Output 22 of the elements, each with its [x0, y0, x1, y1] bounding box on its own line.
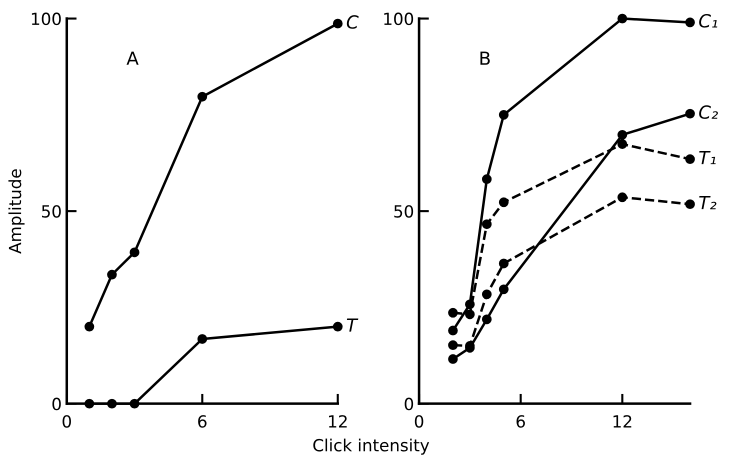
y-axis-title: Amplitude: [8, 169, 25, 254]
x-tick-label: 6: [198, 415, 207, 428]
y-tick-label: 50: [42, 205, 61, 218]
x-tick-label: 0: [62, 415, 71, 428]
x-tick-label: 12: [329, 415, 347, 428]
annotation: A: [126, 52, 139, 65]
annotation: B: [480, 52, 490, 65]
y-tick-label: 100: [32, 12, 61, 26]
series-label: C₁: [699, 14, 718, 28]
series-label: T₁: [699, 150, 716, 164]
x-tick-label: 0: [414, 415, 424, 428]
y-tick-label: 0: [52, 398, 61, 410]
series-label: C₂: [699, 105, 718, 119]
x-tick-label: 6: [516, 415, 525, 428]
y-tick-label: 100: [384, 12, 414, 26]
y-tick-label: 0: [404, 398, 414, 410]
series-label: C: [346, 15, 359, 29]
x-tick-label: 12: [614, 415, 632, 428]
y-tick-label: 50: [394, 205, 414, 218]
series-label: T: [346, 318, 358, 332]
series-label: T₂: [699, 196, 716, 210]
x-axis-title: Click intensity: [313, 438, 430, 455]
